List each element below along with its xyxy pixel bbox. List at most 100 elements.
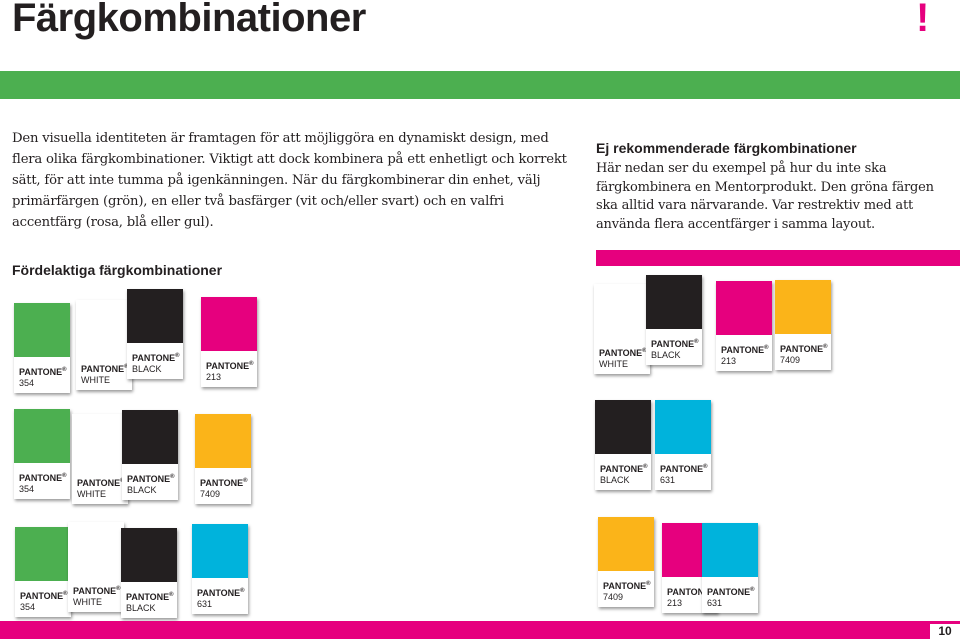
pantone-swatch: PANTONE® 354 [15,527,71,617]
swatch-color [14,409,70,463]
pantone-swatch: PANTONE® 7409 [195,414,251,504]
swatch-color [121,528,177,582]
swatch-label: PANTONE® 354 [19,365,67,389]
swatch-color [775,280,831,334]
swatch-color [655,400,711,454]
swatch-label: PANTONE® 631 [660,462,708,486]
swatch-brand: PANTONE [603,581,647,591]
swatch-brand: PANTONE [197,588,241,598]
swatch-label: PANTONE® BLACK [126,590,174,614]
registered-mark: ® [240,588,245,594]
swatch-label: PANTONE® WHITE [599,346,647,370]
swatch-label: PANTONE® 7409 [200,476,248,500]
registered-mark: ® [249,361,254,367]
swatch-code: BLACK [651,350,681,360]
swatch-code: 7409 [200,489,221,499]
swatch-label: PANTONE® BLACK [127,472,175,496]
swatch-color [68,522,124,576]
pantone-swatch: PANTONE® 631 [192,524,248,614]
pantone-swatch: PANTONE® WHITE [594,284,650,374]
not-recommended-text: Här nedan ser du exempel på hur du inte … [596,161,934,232]
swatch-brand: PANTONE [73,586,117,596]
swatch-brand: PANTONE [206,361,250,371]
swatch-color [594,284,650,338]
swatch-code: 354 [19,484,35,494]
swatch-code: WHITE [73,597,102,607]
pantone-swatch: PANTONE® BLACK [121,528,177,618]
swatch-label: PANTONE®WHITE [77,476,125,500]
swatch-brand: PANTONE [19,367,63,377]
swatch-brand: PANTONE [77,478,121,488]
swatch-code: 631 [197,599,213,609]
swatch-color [76,300,132,354]
swatch-label: PANTONE® 354 [19,471,67,495]
pantone-swatch: PANTONE ® BLACK [127,289,183,379]
swatch-code: BLACK [600,475,630,485]
green-accent-band [0,71,960,99]
swatch-code: WHITE [599,359,628,369]
pantone-swatch: PANTONE®WHITE [76,300,132,390]
pantone-swatch: PANTONE® BLACK [646,275,702,365]
swatch-code: BLACK [132,364,162,374]
swatch-brand: PANTONE [132,353,176,363]
page-title: Färgkombinationer [12,0,366,40]
swatch-label: PANTONE®WHITE [81,362,129,386]
registered-mark: ® [62,473,67,479]
swatch-brand: PANTONE [20,591,64,601]
intro-paragraph: Den visuella identiteten är framtagen fö… [12,131,567,230]
swatch-label: PANTONE® 213 [206,359,254,383]
registered-mark: ® [124,364,128,370]
swatch-color [127,289,183,343]
registered-mark: ® [823,344,828,350]
not-recommended-heading: Ej rekommenderade färgkombinationer [596,140,857,156]
swatch-brand: PANTONE [600,464,644,474]
swatch-code: WHITE [81,375,110,385]
swatch-code: 213 [667,598,683,608]
registered-mark: ® [62,367,67,373]
exclamation-mark: ! [916,0,930,40]
swatch-brand: PANTONE [126,592,170,602]
swatch-label: PANTONE® 631 [707,585,755,609]
pantone-swatch: PANTONE® 7409 [598,517,654,607]
swatch-code: 354 [19,378,35,388]
registered-mark: ® [703,464,708,470]
swatch-color [14,303,70,357]
swatch-brand: PANTONE [667,587,711,597]
registered-mark: ® [750,587,755,593]
registered-mark: ® [643,464,648,470]
swatch-label: PANTONE® 354 [20,589,68,613]
registered-mark: ® [764,345,769,351]
swatch-brand: PANTONE [599,348,643,358]
swatch-color [716,281,772,335]
swatch-code: 7409 [780,355,801,365]
pantone-swatch: PANTONE® 631 [702,523,758,613]
pantone-swatch: PANTONE® 7409 [775,280,831,370]
swatch-color [72,414,128,468]
swatch-code: 354 [20,602,36,612]
swatch-label: PANTONE® 213 [721,343,769,367]
swatch-code: 7409 [603,592,624,602]
recommended-heading: Fördelaktiga färgkombinationer [12,262,223,278]
pantone-swatch: PANTONE®WHITE [72,414,128,504]
swatch-brand: PANTONE [780,344,824,354]
pantone-swatch: PANTONE® 213 [201,297,257,387]
swatch-color [192,524,248,578]
swatch-brand: PANTONE [19,473,63,483]
swatch-code: BLACK [126,603,156,613]
swatch-brand: PANTONE [200,478,244,488]
registered-mark: ® [116,586,121,592]
registered-mark: ® [170,474,175,480]
swatch-code: 213 [721,356,737,366]
swatch-brand: PANTONE [660,464,704,474]
swatch-color [702,523,758,577]
swatch-label: PANTONE® BLACK [132,351,180,375]
swatch-color [122,410,178,464]
registered-mark: ® [642,348,647,354]
registered-mark: ® [243,478,248,484]
pantone-swatch: PANTONE® BLACK [122,410,178,500]
pantone-swatch: PANTONE® 354 [14,409,70,499]
swatch-color [15,527,71,581]
registered-mark: ® [63,591,68,597]
pantone-swatch: PANTONE® 354 [14,303,70,393]
swatch-color [201,297,257,351]
